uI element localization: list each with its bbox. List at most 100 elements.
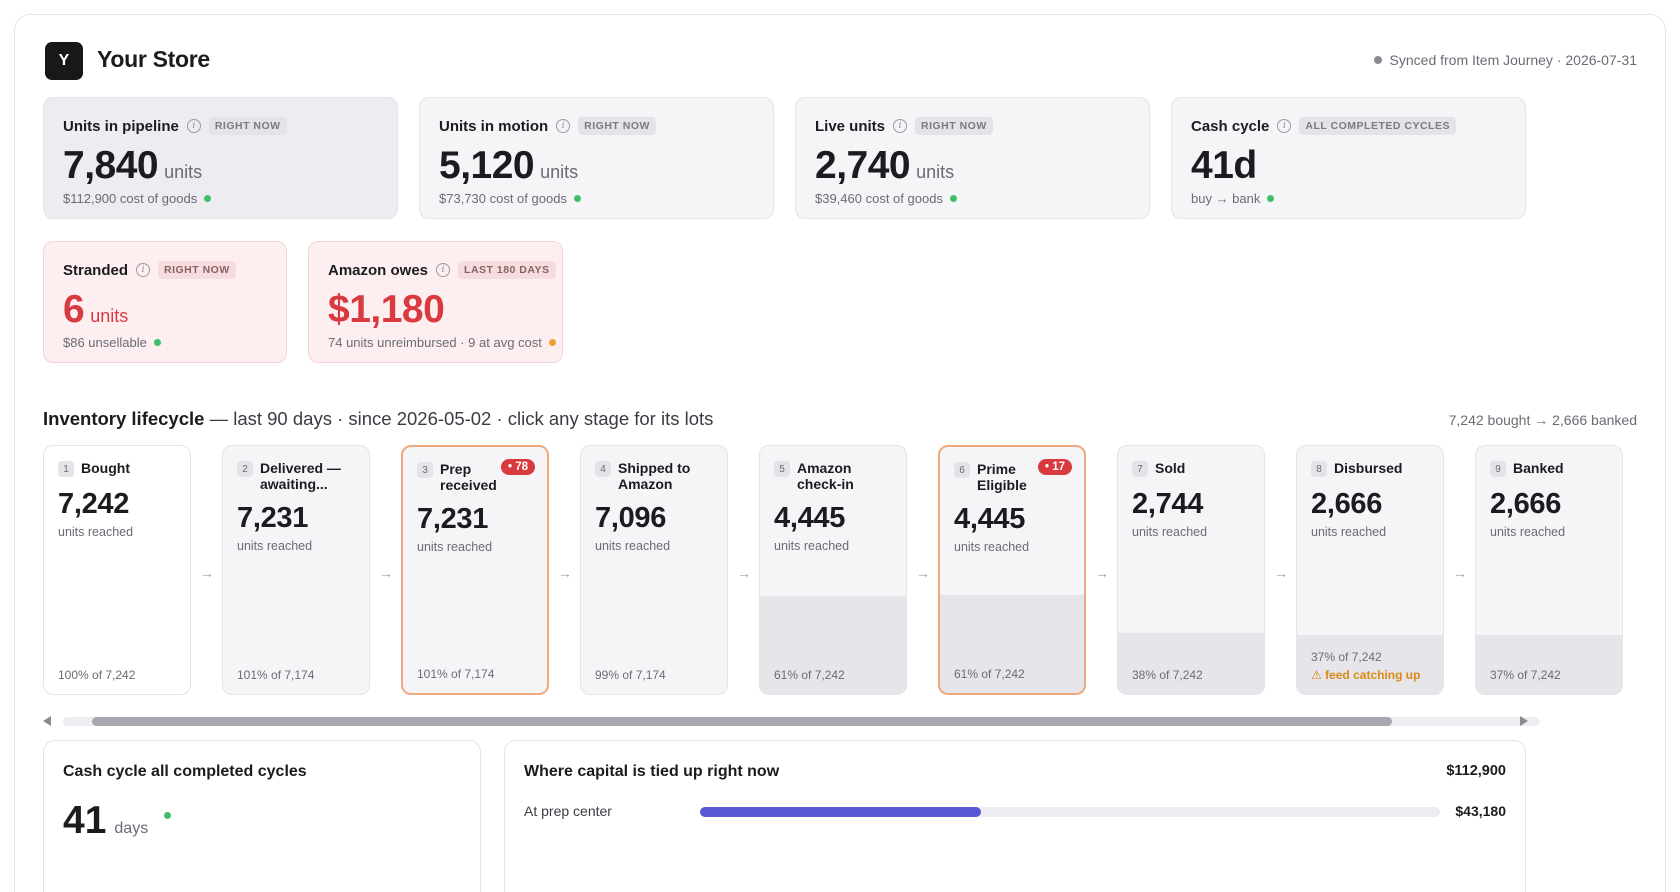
stage-card-3[interactable]: 3 Prep received • 78 7,231 units reached 101%… <box>401 445 549 695</box>
stage-header: 8 Disbursed <box>1311 460 1435 477</box>
stage-header: 7 Sold <box>1132 460 1256 477</box>
stage-number: 5 <box>774 461 790 477</box>
status-dot-icon <box>153 339 161 346</box>
kpi-amazon-owes[interactable]: Amazon owes i LAST 180 DAYS $1,180 74 un… <box>308 241 563 363</box>
kpi-label: Units in pipeline <box>63 117 179 135</box>
kpi-label: Amazon owes <box>328 261 429 279</box>
stage-caption: units reached <box>237 539 313 553</box>
kpi-subtext: $39,460 cost of goods <box>815 191 943 206</box>
scroll-left-arrow-icon[interactable] <box>43 716 51 726</box>
stage-alert-badge[interactable]: • 17 <box>1037 459 1072 475</box>
kpi-units-in-pipeline[interactable]: Units in pipeline i RIGHT NOW 7,840 unit… <box>43 97 398 219</box>
kpi-tag: RIGHT NOW <box>208 117 287 135</box>
stage-caption: units reached <box>1490 525 1566 539</box>
stage-value: 4,445 <box>954 503 1026 535</box>
stage-arrow-icon: → <box>1095 565 1109 581</box>
stage-percent: 101% of 7,174 <box>417 667 495 681</box>
stage-number: 8 <box>1311 461 1327 477</box>
stage-card-9[interactable]: 9 Banked 2,666 units reached 37% of 7,242 <box>1475 445 1623 695</box>
stage-caption: units reached <box>774 539 850 553</box>
stage-card-8[interactable]: 8 Disbursed 2,666 units reached 37% of 7,242… <box>1296 445 1444 695</box>
stage-card-4[interactable]: 4 Shipped to Amazon 7,096 units reached 99% … <box>580 445 728 695</box>
stage-card-5[interactable]: 5 Amazon check-in 4,445 units reached 61% of… <box>759 445 907 695</box>
kpi-unit: units <box>164 162 203 182</box>
lifecycle-stages[interactable]: 1 Bought 7,242 units reached 100% of 7,242 → 2… <box>43 445 1680 701</box>
stage-header: 5 Amazon check-in <box>774 460 898 492</box>
kpi-label: Live units <box>815 117 886 135</box>
capital-panel: Where capital is tied up right now $112,… <box>504 740 1526 892</box>
stage-value: 7,231 <box>237 502 309 534</box>
kpi-value: 7,840 <box>63 144 159 187</box>
stage-percent: 38% of 7,242 <box>1132 668 1203 682</box>
kpi-tag: ALL COMPLETED CYCLES <box>1299 117 1456 135</box>
kpi-cash-cycle[interactable]: Cash cycle i ALL COMPLETED CYCLES 41d bu… <box>1171 97 1526 219</box>
stage-name: Amazon check-in <box>797 460 854 492</box>
stage-percent: 100% of 7,242 <box>58 668 136 682</box>
stage-name: Prime Eligible <box>977 461 1027 493</box>
stage-card-2[interactable]: 2 Delivered — awaiting... 7,231 units reach… <box>222 445 370 695</box>
kpi-unit: units <box>90 306 129 326</box>
stage-arrow-icon: → <box>558 565 572 581</box>
stage-value: 7,242 <box>58 488 130 520</box>
scroll-right-arrow-icon[interactable] <box>1520 716 1528 726</box>
capital-row-value: $43,180 <box>1455 803 1506 819</box>
kpi-unit: units <box>540 162 579 182</box>
capital-row-track <box>700 807 1440 817</box>
kpi-tag: RIGHT NOW <box>915 117 993 135</box>
stage-value: 2,666 <box>1311 488 1383 520</box>
info-icon[interactable]: i <box>136 263 151 277</box>
stage-number: 4 <box>595 461 611 477</box>
info-icon[interactable]: i <box>1277 119 1292 133</box>
stage-card-1[interactable]: 1 Bought 7,242 units reached 100% of 7,242 <box>43 445 191 695</box>
stage-number: 9 <box>1490 461 1506 477</box>
kpi-subtext: $86 unsellable <box>63 335 147 350</box>
status-dot-icon <box>164 812 172 819</box>
info-icon[interactable]: i <box>556 119 571 133</box>
stage-card-6[interactable]: 6 Prime Eligible • 17 4,445 units reached 61%… <box>938 445 1086 695</box>
stage-number: 1 <box>58 461 74 477</box>
kpi-tag: RIGHT NOW <box>158 261 236 279</box>
info-icon[interactable]: i <box>186 119 201 133</box>
stage-card-7[interactable]: 7 Sold 2,744 units reached 38% of 7,242 <box>1117 445 1265 695</box>
stage-arrow-icon: → <box>1274 565 1288 581</box>
lifecycle-title: Inventory lifecycle — last 90 days · sin… <box>43 408 713 430</box>
kpi-tag: RIGHT NOW <box>578 117 656 135</box>
stage-header: 6 Prime Eligible <box>954 461 1076 493</box>
info-icon[interactable]: i <box>436 263 451 277</box>
stage-value: 2,744 <box>1132 488 1204 520</box>
status-dot-icon <box>204 195 212 202</box>
lifecycle-heading: Inventory lifecycle <box>43 408 205 429</box>
kpi-label: Stranded <box>63 261 129 279</box>
stage-arrow-icon: → <box>737 565 751 581</box>
stage-header: 1 Bought <box>58 460 182 477</box>
stage-warning: ⚠ feed catching up <box>1311 668 1421 682</box>
kpi-label: Cash cycle <box>1191 117 1270 135</box>
stage-caption: units reached <box>595 539 671 553</box>
stage-name: Sold <box>1155 460 1186 476</box>
stage-value: 7,231 <box>417 503 489 535</box>
stage-name: Prep received <box>440 461 497 493</box>
stage-alert-badge[interactable]: • 78 <box>500 459 535 475</box>
stage-header: 4 Shipped to Amazon <box>595 460 719 492</box>
sync-status: Synced from Item Journey · 2026-07-31 <box>1373 52 1637 68</box>
kpi-live-units[interactable]: Live units i RIGHT NOW 2,740 units $39,4… <box>795 97 1150 219</box>
stage-percent: 61% of 7,242 <box>774 668 845 682</box>
stage-caption: units reached <box>58 525 134 539</box>
kpi-stranded[interactable]: Stranded i RIGHT NOW 6 units $86 unsella… <box>43 241 287 363</box>
stage-arrow-icon: → <box>916 565 930 581</box>
stage-caption: units reached <box>954 540 1030 554</box>
status-dot-icon <box>1267 195 1275 202</box>
horizontal-scrollbar-thumb[interactable] <box>92 717 1392 726</box>
info-icon[interactable]: i <box>893 119 908 133</box>
kpi-subtext: $73,730 cost of goods <box>439 191 567 206</box>
stage-caption: units reached <box>1132 525 1208 539</box>
stage-fill <box>1297 635 1443 694</box>
kpi-tag: LAST 180 DAYS <box>458 261 556 279</box>
kpi-units-in-motion[interactable]: Units in motion i RIGHT NOW 5,120 units … <box>419 97 774 219</box>
stage-value: 7,096 <box>595 502 667 534</box>
sync-status-dot-icon <box>1373 56 1382 64</box>
capital-row-label[interactable]: At prep center <box>524 803 612 819</box>
stage-number: 2 <box>237 461 253 477</box>
stage-name: Delivered — awaiting... <box>260 460 341 492</box>
kpi-value: 5,120 <box>439 144 535 187</box>
